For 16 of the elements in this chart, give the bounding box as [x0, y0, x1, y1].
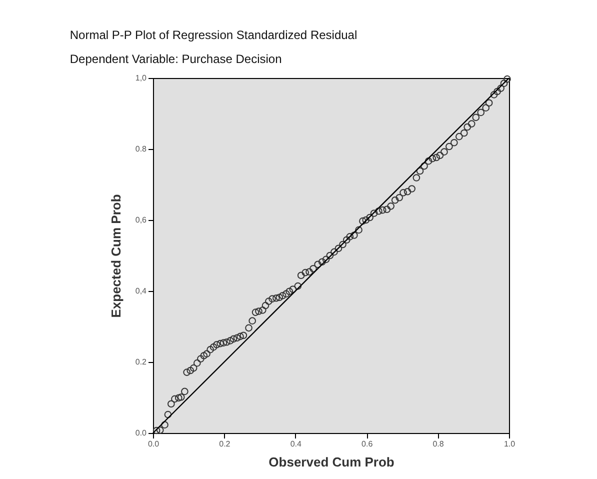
x-axis-title: Observed Cum Prob [268, 454, 394, 470]
y-tick-label: 1,0 [135, 74, 148, 82]
y-axis-title: Expected Cum Prob [108, 194, 124, 318]
x-tick-label: 0.0 [148, 440, 160, 448]
chart-title: Normal P-P Plot of Regression Standardized Residual [70, 28, 358, 42]
x-tick-label: 0.8 [432, 440, 444, 448]
y-tick-label: 0,4 [135, 286, 148, 296]
x-tick-label: 1.0 [504, 440, 516, 448]
x-tick-label: 0.6 [362, 440, 374, 448]
chart-subtitle: Dependent Variable: Purchase Decision [70, 52, 282, 66]
y-tick-label: 0.2 [135, 358, 148, 366]
y-tick-label: 0,6 [135, 216, 148, 224]
y-tick-label: 0.8 [135, 144, 148, 154]
y-tick-label: 0.0 [135, 428, 148, 438]
x-tick-label: 0.4 [290, 440, 302, 448]
x-tick-label: 0.2 [219, 440, 231, 448]
